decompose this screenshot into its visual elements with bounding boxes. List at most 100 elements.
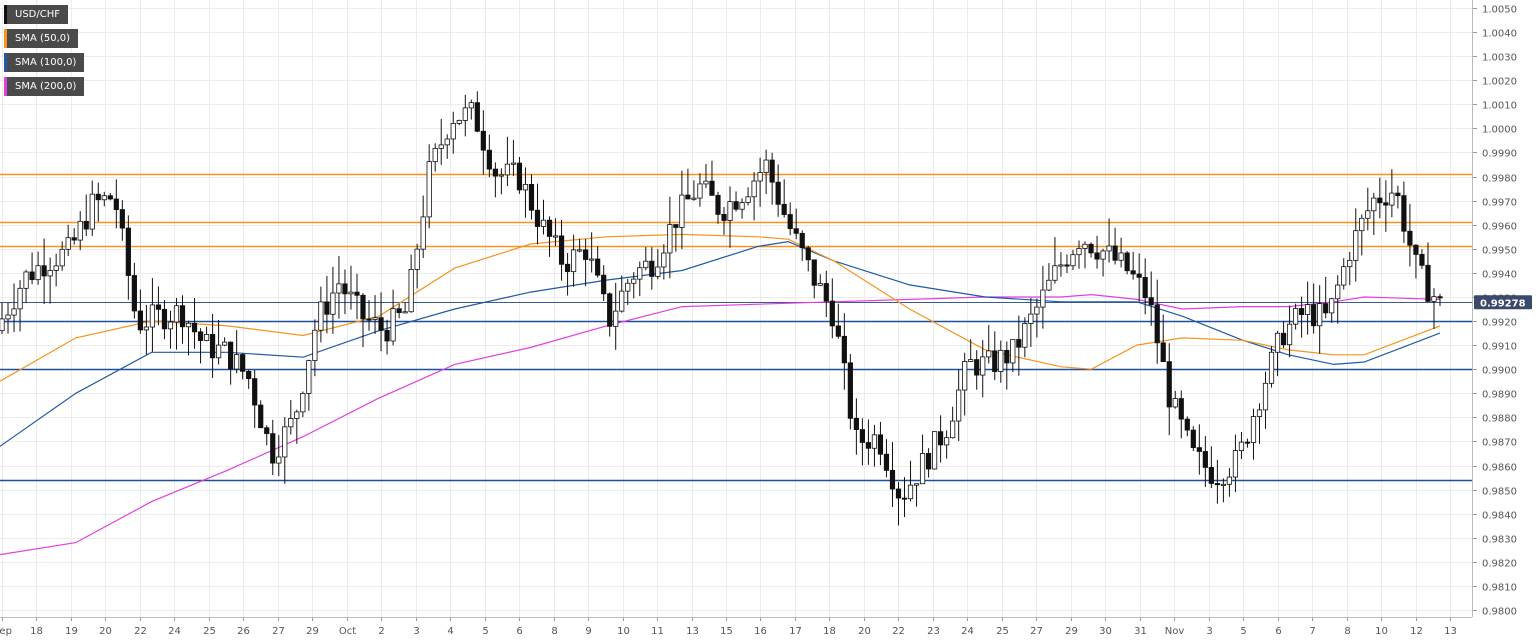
candle-up [522, 183, 529, 191]
y-tick-label: 0.9920 [1482, 318, 1517, 329]
legend-label: SMA (200,0) [15, 81, 77, 92]
candle-up [1220, 483, 1226, 486]
candle-down [721, 214, 727, 221]
candle-down [246, 370, 252, 380]
y-tick-label: 0.9910 [1482, 342, 1517, 353]
candle-down [829, 300, 835, 327]
candle-up [306, 360, 312, 394]
candles [0, 91, 1443, 526]
candle-up [619, 290, 625, 312]
candle-down [1130, 270, 1136, 275]
candle-up [817, 283, 823, 286]
candle-down [155, 304, 162, 310]
candle-up [510, 162, 517, 165]
y-tick-label: 0.9880 [1482, 414, 1517, 425]
candle-up [1022, 323, 1028, 348]
candle-down [378, 317, 384, 331]
x-tick-label: 12 [1410, 626, 1423, 637]
candle-up [944, 437, 950, 446]
legend-item[interactable]: SMA (100,0) [4, 53, 85, 72]
candle-down [823, 283, 829, 302]
candle-down [258, 404, 264, 429]
candle-down [811, 259, 817, 286]
candle-down [1299, 308, 1305, 315]
candle-up [234, 354, 240, 370]
x-tick-label: 31 [1134, 626, 1147, 637]
candle-up [739, 202, 745, 210]
candle-up [968, 359, 974, 362]
candle-down [1184, 418, 1190, 431]
candle-up [763, 159, 769, 173]
x-tick-label: 5 [482, 626, 488, 637]
legend-item[interactable]: USD/CHF [4, 5, 68, 24]
candle-up [577, 249, 583, 252]
candle-down [1148, 297, 1154, 306]
candle-down [1016, 339, 1022, 348]
candle-down [775, 181, 781, 205]
candle-down [835, 325, 841, 337]
candle-down [595, 258, 601, 276]
candle-up [336, 283, 342, 294]
candle-up [1172, 398, 1178, 408]
candle-up [65, 237, 71, 250]
candle-down [895, 488, 902, 499]
legend-swatch [4, 77, 7, 96]
candle-down [516, 162, 523, 191]
candle-up [1341, 266, 1347, 286]
x-tick-label: 13 [1444, 626, 1457, 637]
candle-up [637, 267, 643, 280]
candle-down [240, 354, 246, 372]
candle-down [1064, 264, 1070, 267]
candle-down [1437, 296, 1443, 299]
x-tick-label: 29 [1065, 626, 1078, 637]
candle-up [35, 265, 41, 281]
legend-swatch [4, 53, 7, 72]
candle-down [1124, 252, 1130, 272]
candle-down [1178, 398, 1184, 420]
candle-down [342, 283, 348, 295]
candle-down [1166, 361, 1172, 408]
candle-down [601, 274, 607, 295]
candle-down [1280, 332, 1287, 346]
candle-up [222, 341, 228, 346]
candle-up [149, 304, 156, 328]
candle-up [402, 311, 408, 314]
candle-up [294, 411, 300, 419]
candle-up [1028, 313, 1034, 324]
candle-up [661, 252, 667, 268]
candle-down [564, 263, 571, 273]
sma-100-line [0, 240, 1441, 447]
candle-up [414, 248, 420, 270]
candle-down [71, 237, 77, 241]
legend-item[interactable]: SMA (200,0) [4, 77, 85, 96]
candle-up [17, 287, 23, 310]
candle-up [468, 102, 474, 109]
legend-item[interactable]: SMA (50,0) [4, 29, 79, 48]
y-tick-label: 0.9830 [1482, 535, 1517, 546]
candle-down [889, 469, 896, 490]
x-tick-label: 16 [754, 626, 767, 637]
candle-up [330, 292, 336, 315]
candle-up [745, 196, 751, 203]
candle-up [1335, 284, 1341, 300]
candle-up [282, 426, 288, 458]
candle-up [203, 334, 210, 341]
candle-down [179, 305, 186, 328]
candle-down [324, 301, 330, 315]
x-tick-label: Sep [0, 626, 12, 637]
x-tick-label: 18 [30, 626, 43, 637]
candle-up [697, 183, 703, 199]
x-tick-label: 7 [1309, 626, 1315, 637]
candle-down [938, 431, 944, 446]
x-tick-label: Nov [1165, 626, 1185, 637]
legend-swatch [4, 29, 7, 48]
grid [0, 0, 1472, 617]
candle-down [1112, 245, 1118, 261]
candle-up [1226, 476, 1233, 485]
candle-down [209, 334, 216, 359]
candle-up [1106, 245, 1112, 252]
candle-up [348, 291, 354, 295]
x-tick-label: 9 [585, 626, 591, 637]
